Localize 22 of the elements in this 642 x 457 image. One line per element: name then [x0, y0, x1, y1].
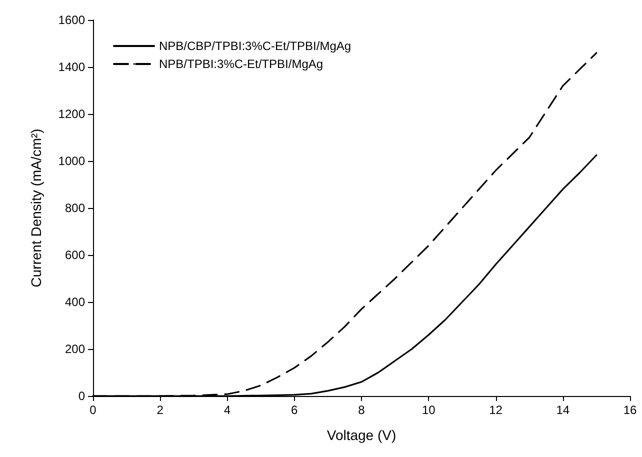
legend-label: NPB/CBP/TPBI:3%C-Et/TPBI/MgAg	[159, 39, 352, 53]
y-tick-label: 400	[64, 295, 86, 309]
y-tick-label: 1000	[58, 154, 86, 168]
y-tick-label: 200	[64, 342, 86, 356]
y-tick-label: 0	[78, 389, 86, 403]
y-tick-label: 800	[64, 201, 86, 215]
x-tick-label: 12	[489, 403, 503, 417]
x-tick-label: 4	[224, 403, 231, 417]
y-tick-label: 1400	[58, 60, 86, 74]
x-tick-label: 0	[90, 403, 97, 417]
x-tick-label: 2	[156, 403, 164, 417]
y-axis-title: Current Density (mA/cm²)	[28, 128, 44, 288]
x-tick-label: 8	[358, 403, 366, 417]
y-tick-label: 1600	[58, 13, 86, 27]
y-tick-label: 1200	[58, 107, 86, 121]
x-tick-label: 6	[291, 403, 298, 417]
x-tick-label: 10	[422, 403, 436, 417]
legend-label: NPB/TPBI:3%C-Et/TPBI/MgAg	[159, 57, 324, 71]
x-tick-label: 16	[623, 403, 637, 417]
x-axis-title: Voltage (V)	[326, 427, 396, 443]
x-tick-label: 14	[556, 403, 570, 417]
y-tick-label: 600	[64, 248, 86, 262]
